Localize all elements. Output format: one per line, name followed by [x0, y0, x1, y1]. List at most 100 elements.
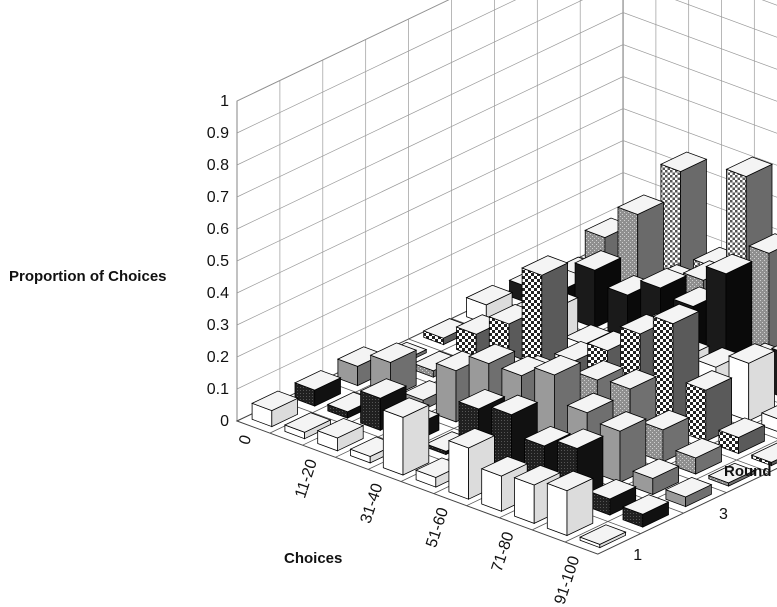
bar-81-90-series-6: [760, 405, 777, 432]
bar-0-series-2: [293, 370, 342, 407]
bar-91-100-series-3: [664, 476, 713, 508]
bar-top-face: [705, 253, 753, 275]
chart-bars: [251, 151, 777, 549]
bar-top-face: [750, 442, 777, 463]
round-tick-label: 1: [633, 547, 642, 564]
bar-top-face: [546, 470, 594, 492]
bar-top-face: [465, 284, 514, 306]
bar-top-face: [579, 524, 627, 545]
bar-top-face: [521, 255, 569, 276]
bar-91-100-series-4: [707, 462, 756, 487]
bar-top-face: [639, 267, 688, 289]
bar-top-face: [457, 388, 506, 410]
z-tick-label: 0.7: [207, 189, 229, 206]
bar-top-face: [659, 151, 708, 173]
bar-front-face: [546, 482, 568, 537]
bar-top-face: [468, 343, 516, 365]
bar-top-face: [621, 494, 670, 515]
z-tick-label: 0: [220, 413, 229, 430]
bar-top-face: [589, 478, 637, 500]
x-tick-label: 0: [236, 433, 255, 447]
bar-top-face: [480, 456, 529, 477]
bar-91-100-series-5: [750, 442, 777, 467]
bar-81-90-series-5: [717, 417, 766, 455]
bar-top-face: [447, 427, 496, 449]
bar-81-90-series-1: [546, 470, 594, 537]
bar-top-face: [513, 464, 562, 486]
bar-top-face: [616, 194, 665, 215]
z-axis-title: Proportion of Choices: [9, 268, 167, 285]
bar-top-face: [251, 390, 299, 412]
x-axis-title: Choices: [284, 550, 342, 567]
bar-top-face: [685, 370, 733, 391]
bar-top-face: [664, 476, 713, 498]
z-tick-label: 0.6: [207, 221, 229, 238]
bar-11-20-series-1: [316, 417, 365, 452]
bar-top-face: [599, 411, 647, 432]
bar-71-80-series-3: [599, 411, 647, 484]
x-tick-label: 11-20: [292, 457, 320, 500]
bar-top-face: [748, 233, 777, 254]
z-axis-ticks: 0 0.1 0.2 0.3 0.4 0.5 0.6 0.7 0.8 0.9 1: [207, 93, 229, 430]
x-tick-label: 91-100: [552, 554, 584, 607]
bar-51-60-series-7: [705, 253, 753, 377]
bar-top-face: [574, 250, 622, 271]
bar-81-90-series-2: [589, 478, 637, 516]
bar-front-face: [435, 362, 457, 423]
bar-top-face: [725, 156, 774, 178]
round-axis-title: Round: [724, 463, 771, 480]
bar-top-face: [369, 342, 418, 363]
bar-top-face: [382, 397, 430, 418]
z-tick-label: 0.5: [207, 253, 229, 270]
round-tick-label: 3: [719, 506, 728, 523]
bar-top-face: [523, 425, 572, 447]
bar-top-face: [642, 409, 690, 431]
bar-top-face: [576, 360, 625, 381]
bar-1-10-series-1: [283, 412, 332, 440]
z-tick-label: 0.8: [207, 157, 229, 174]
bar-top-face: [316, 417, 365, 439]
bar-top-face: [770, 345, 777, 351]
bar-71-80-series-6: [727, 343, 776, 422]
z-tick-label: 0.4: [207, 285, 229, 302]
z-tick-label: 1: [220, 93, 229, 110]
bar-top-face: [293, 370, 342, 391]
x-tick-label: 31-40: [358, 481, 387, 525]
bar-top-face: [283, 412, 332, 433]
bar-71-80-series-5: [685, 370, 733, 443]
bar-top-face: [566, 392, 615, 414]
bar-81-90-series-3: [632, 458, 680, 496]
bar-51-60-series-8: [748, 233, 777, 357]
bar-side-face: [768, 248, 777, 357]
bar-front-face: [514, 477, 535, 524]
bar-91-100-series-2: [621, 494, 670, 528]
bar-top-face: [490, 394, 539, 416]
bar-top-face: [760, 405, 777, 419]
bar-side-face: [771, 459, 777, 467]
bar-31-40-series-1: [382, 397, 430, 476]
bar-11-20-series-9: [659, 151, 708, 288]
bar-top-face: [632, 458, 680, 479]
bar-top-face: [652, 303, 700, 325]
z-tick-label: 0.2: [207, 349, 229, 366]
bar-0-series-1: [251, 390, 299, 428]
z-tick-label: 0.1: [207, 381, 229, 398]
x-tick-label: 71-80: [489, 530, 518, 574]
bar-top-face: [609, 368, 657, 390]
bar-81-90-series-4: [674, 437, 723, 475]
bar-top-face: [533, 354, 582, 376]
bar-top-face: [556, 428, 604, 449]
x-tick-label: 51-60: [423, 506, 452, 550]
bar-top-face: [717, 417, 766, 438]
z-tick-label: 0.9: [207, 125, 229, 142]
bar-top-face: [727, 343, 776, 364]
bar-top-face: [359, 378, 408, 399]
bar-91-100-series-1: [579, 524, 627, 549]
bar-front-face: [448, 440, 470, 500]
bar-front-face: [382, 409, 404, 476]
bar-top-face: [674, 437, 723, 459]
bar-top-face: [707, 462, 756, 484]
round-axis-ticks: 13679: [633, 506, 728, 564]
z-tick-label: 0.3: [207, 317, 229, 334]
